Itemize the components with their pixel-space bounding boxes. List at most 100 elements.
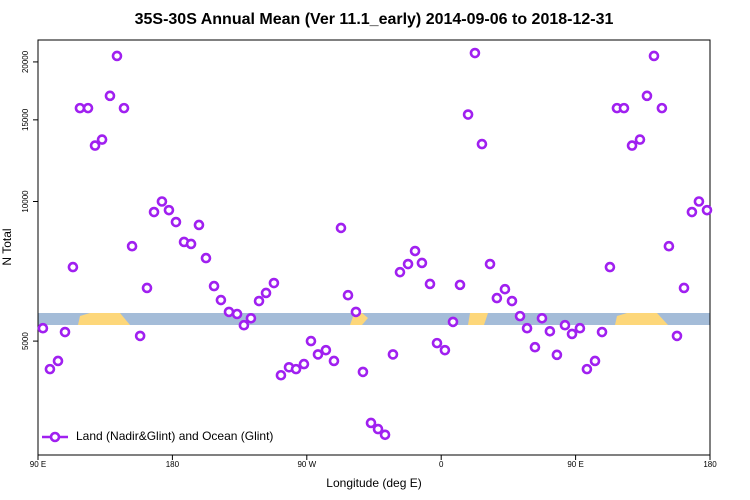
point (275, 369, 287, 381)
point (163, 204, 175, 216)
point (231, 308, 243, 320)
point (447, 316, 459, 328)
point (469, 47, 481, 59)
point (350, 306, 362, 318)
point (416, 257, 428, 269)
point (59, 326, 71, 338)
point (402, 258, 414, 270)
point (409, 245, 421, 257)
point (574, 322, 586, 334)
point (648, 50, 660, 62)
point (305, 335, 317, 347)
point (387, 349, 399, 360)
legend-marker (49, 431, 61, 443)
x-tick-label: 0 (439, 460, 444, 469)
point (208, 280, 220, 292)
point (365, 417, 377, 429)
point (357, 366, 369, 378)
point (104, 90, 116, 102)
y-axis-label: N Total (0, 228, 14, 265)
point (424, 278, 436, 290)
x-tick-label: 90 E (567, 460, 583, 469)
point (514, 310, 526, 322)
point (134, 330, 146, 342)
point (394, 266, 406, 278)
land-patch (468, 313, 488, 325)
point (536, 312, 548, 324)
point (596, 326, 608, 338)
point (663, 240, 675, 252)
point (604, 261, 616, 273)
point (67, 261, 79, 273)
point (268, 277, 280, 289)
point (693, 196, 705, 207)
point (544, 325, 556, 337)
point (462, 109, 474, 120)
point (521, 322, 533, 334)
point (111, 50, 123, 62)
y-tick-label: 20000 (21, 50, 30, 73)
x-tick-label: 180 (703, 460, 717, 469)
land-ocean-strip (38, 313, 710, 325)
point (641, 90, 653, 102)
point (491, 292, 503, 304)
point (215, 294, 227, 306)
land-patch (615, 313, 668, 325)
point (686, 206, 698, 218)
y-tick-label: 10000 (21, 190, 30, 213)
point (551, 349, 563, 361)
point (506, 295, 518, 307)
point (454, 279, 466, 291)
point (298, 358, 310, 370)
point (96, 134, 108, 145)
point (328, 355, 340, 367)
x-tick-label: 180 (166, 460, 180, 469)
point (701, 204, 713, 216)
point (290, 363, 302, 375)
point (312, 349, 324, 360)
point (671, 330, 683, 342)
point (372, 423, 384, 435)
point (200, 252, 212, 264)
point (529, 341, 541, 353)
point (260, 287, 272, 299)
point (589, 355, 601, 367)
point (193, 219, 205, 231)
point (320, 344, 332, 356)
y-tick-label: 15000 (21, 108, 30, 131)
point (335, 222, 347, 234)
point (634, 134, 646, 145)
chart-title: 35S-30S Annual Mean (Ver 11.1_early) 201… (135, 11, 614, 28)
point (484, 258, 496, 270)
point (476, 138, 488, 150)
x-tick-label: 90 W (297, 460, 316, 469)
point (618, 102, 630, 114)
point (118, 102, 130, 114)
x-axis-label: Longitude (deg E) (326, 476, 421, 490)
point (82, 102, 94, 114)
point (559, 319, 571, 331)
point (185, 238, 197, 250)
point (89, 140, 101, 151)
point (379, 429, 391, 441)
point (223, 306, 235, 318)
x-tick-label: 90 E (30, 460, 46, 469)
y-tick-label: 5000 (21, 332, 30, 350)
point (678, 282, 690, 294)
point (245, 312, 257, 324)
ocean-band (38, 313, 710, 325)
point (37, 322, 49, 334)
point (126, 240, 138, 252)
point (148, 206, 160, 218)
point (52, 355, 64, 367)
point (431, 337, 443, 349)
point (566, 328, 578, 340)
legend-label: Land (Nadir&Glint) and Ocean (Glint) (76, 429, 273, 443)
point (253, 295, 265, 307)
point (656, 102, 668, 114)
point (170, 216, 182, 228)
land-patch (78, 313, 130, 325)
point (581, 363, 593, 375)
point (342, 289, 354, 301)
